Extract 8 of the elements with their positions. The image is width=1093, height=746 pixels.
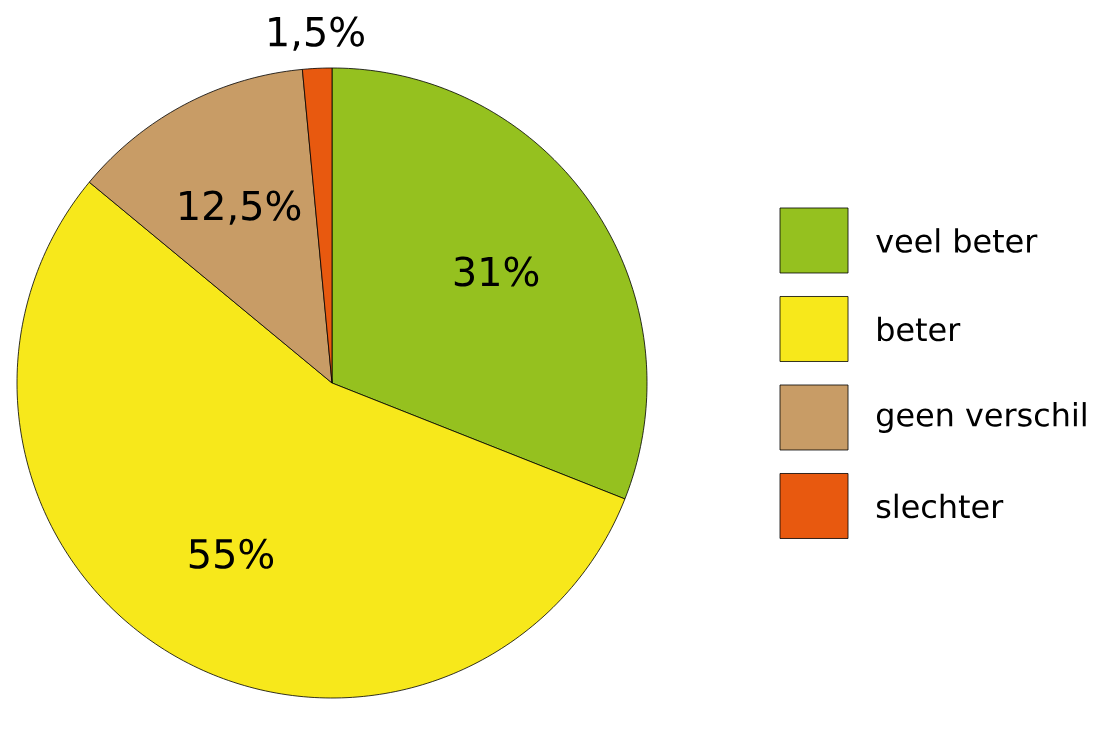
data-label: 12,5% xyxy=(180,190,301,225)
legend-label: slechter xyxy=(876,493,1004,519)
legend-label: beter xyxy=(878,316,961,342)
data-label: 1,5% xyxy=(269,16,364,51)
data-label: 31% xyxy=(454,256,539,287)
legend-label: geen verschil xyxy=(876,402,1086,433)
legend-label: veel beter xyxy=(876,228,1038,253)
data-label: 55% xyxy=(189,538,274,569)
